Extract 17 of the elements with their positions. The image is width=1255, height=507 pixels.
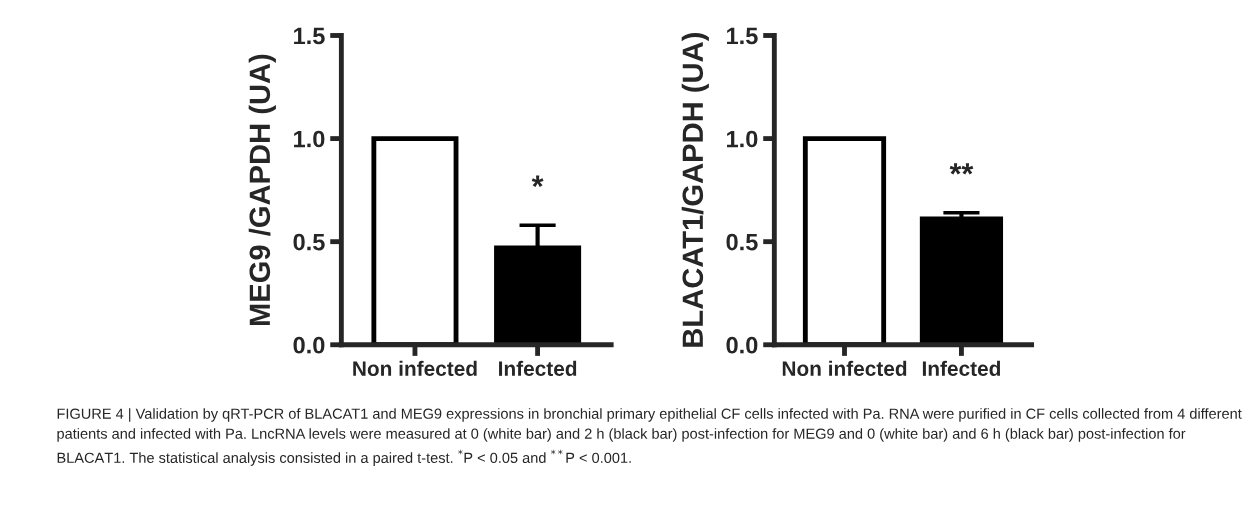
annotation: * (531, 175, 544, 187)
y-tick-label: 1.5 (294, 27, 325, 45)
y-tick-label: 0.0 (726, 336, 758, 354)
y-axis-title: MEG9 /GAPDH (UA) (248, 54, 276, 326)
y-tick-label: 0.5 (293, 233, 325, 251)
annotation: ** (949, 163, 974, 175)
x-tick-label: Non infected (782, 360, 907, 377)
y-tick-label: 0.0 (293, 336, 325, 354)
y-tick-label: 1.0 (727, 130, 758, 148)
caption: FIGURE 4 | Validation by qRT-PCR of BLACAT1 and MEG9 expressions in bronchial primary epithelial CF cells infected with Pa. RNA were purified in CF cells collected from 4 different patients and infected with Pa. LncRNA levels were measured at 0 (white bar) and 2 h (black bar) post-infection for MEG9 and 0 (white bar) and 6 h (black bar) post-infection for BLACAT1. The statistical analysis consisted in a paired t-test. $^{*}$P < 0.05 and $^{**}$P < 0.001. (57, 408, 1242, 466)
x-tick-label: Non infected (353, 360, 477, 377)
y-tick-label: 1.5 (727, 27, 758, 45)
x-tick-label: Infected (922, 360, 1001, 377)
y-tick-label: 1.0 (294, 130, 325, 148)
x-tick-label: Infected (499, 360, 577, 377)
y-axis-title: BLACAT1/GAPDH (UA) (681, 33, 709, 347)
y-tick-label: 0.5 (726, 233, 758, 251)
